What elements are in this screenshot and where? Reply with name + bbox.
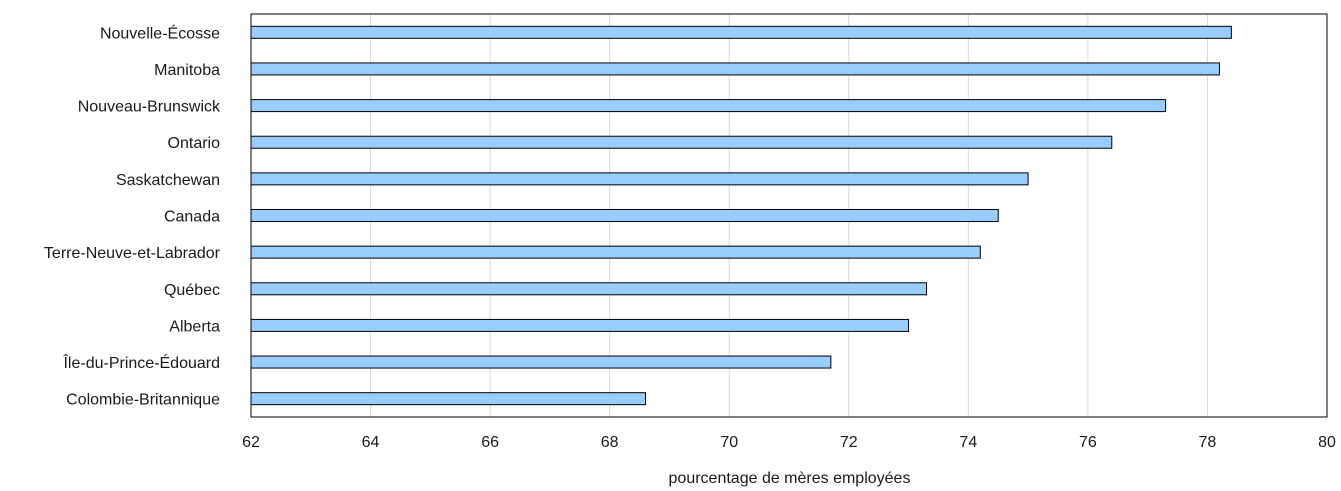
- category-label: Saskatchewan: [116, 172, 220, 189]
- x-tick-label: 76: [1079, 434, 1097, 451]
- category-label: Colombie-Britannique: [66, 392, 220, 409]
- x-tick-label: 80: [1318, 434, 1336, 451]
- category-label: Île-du-Prince-Édouard: [62, 353, 220, 372]
- bar: [250, 172, 1029, 186]
- bar: [250, 209, 999, 222]
- category-label: Nouveau-Brunswick: [78, 99, 221, 116]
- bar: [250, 318, 910, 332]
- category-label: Nouvelle-Écosse: [100, 23, 220, 42]
- x-tick-label: 78: [1199, 434, 1217, 451]
- category-labels: Nouvelle-Écosse Manitoba Nouveau-Brunswick…: [44, 23, 221, 408]
- bars: [250, 25, 1232, 406]
- plot-frame: [250, 13, 1328, 418]
- x-tick-label: 66: [481, 434, 499, 451]
- category-label: Terre-Neuve-et-Labrador: [44, 245, 221, 262]
- bar: [250, 282, 927, 296]
- x-tick-label: 68: [601, 434, 619, 451]
- bar: [250, 135, 1113, 149]
- bar: [250, 62, 1220, 76]
- bar: [250, 25, 1232, 39]
- category-label: Alberta: [169, 318, 220, 335]
- bar: [250, 355, 832, 369]
- bar: [250, 392, 647, 406]
- x-tick-label: 72: [840, 434, 858, 451]
- bar: [250, 99, 1167, 113]
- x-tick-labels: 62 64 66 68 70 72 74 76 78 80: [242, 434, 1336, 451]
- x-tick-label: 62: [242, 434, 260, 451]
- category-label: Canada: [164, 209, 220, 226]
- x-axis-title: pourcentage de mères employées: [669, 470, 911, 487]
- x-tick-label: 70: [720, 434, 738, 451]
- x-tick-label: 64: [362, 434, 380, 451]
- category-label: Manitoba: [154, 62, 220, 79]
- bar: [250, 245, 981, 259]
- category-label: Ontario: [168, 135, 221, 152]
- x-tick-label: 74: [959, 434, 977, 451]
- category-label: Québec: [164, 282, 220, 299]
